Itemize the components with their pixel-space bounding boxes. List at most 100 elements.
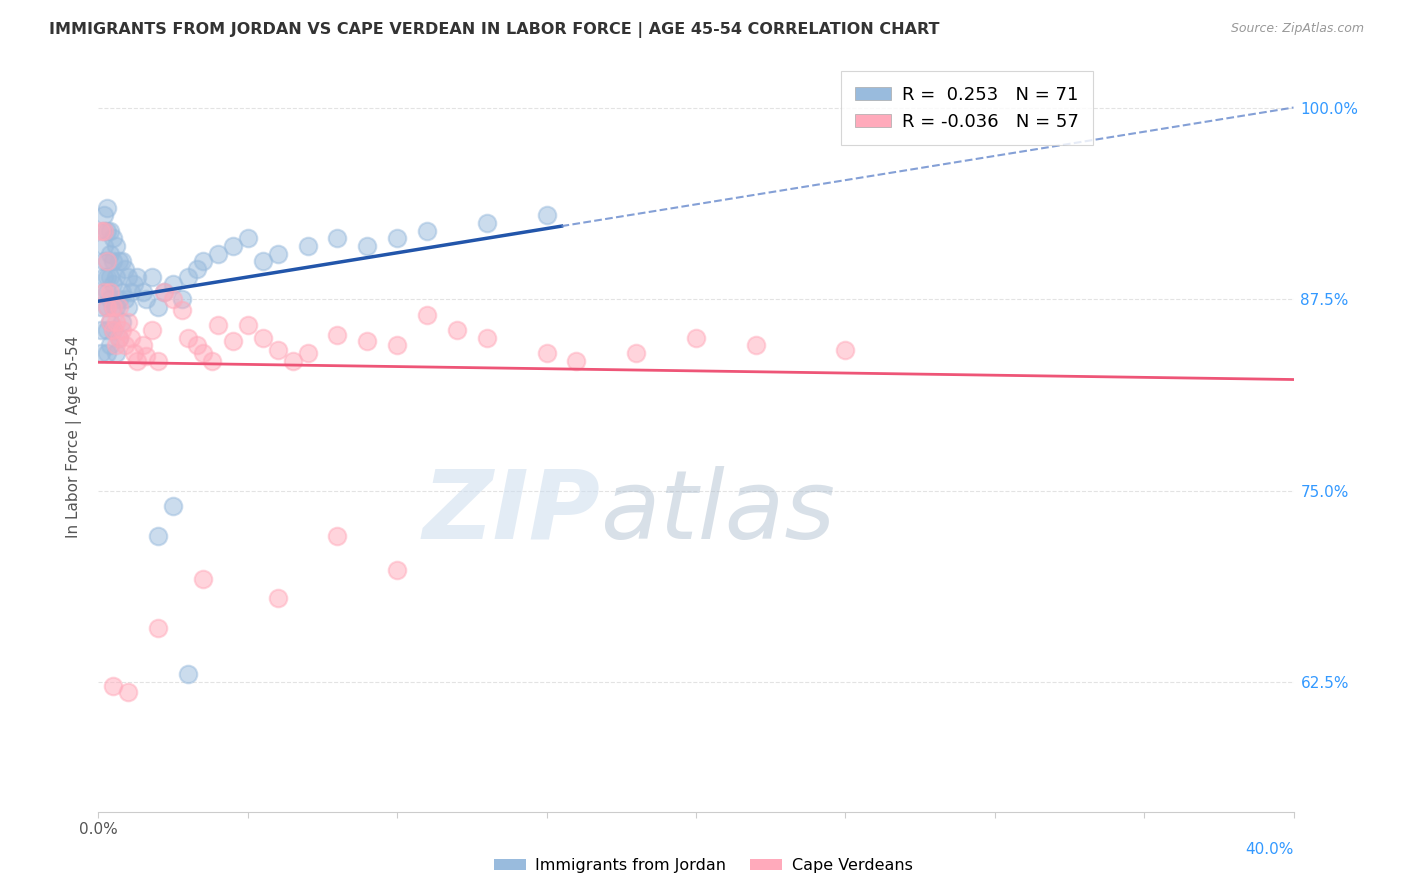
Point [93,208,115,222]
Point [96,201,118,215]
Text: Source: ZipAtlas.com: Source: ZipAtlas.com [1230,22,1364,36]
Point [186,261,208,276]
Point [536,346,558,360]
Point [148,529,170,543]
Point [108,331,131,345]
Point [565,353,588,368]
Point [96,254,118,268]
Legend: Immigrants from Jordan, Cape Verdeans: Immigrants from Jordan, Cape Verdeans [486,852,920,880]
Point [96,285,118,299]
Point [135,349,157,363]
Point [222,334,245,348]
Point [267,591,290,605]
Point [385,231,409,245]
Point [162,277,184,292]
Point [153,285,176,299]
Point [267,246,290,260]
Point [96,300,118,314]
Text: ZIP: ZIP [422,466,600,558]
Point [356,334,378,348]
Point [475,331,498,345]
Text: atlas: atlas [600,466,835,558]
Point [267,343,290,357]
Point [93,224,115,238]
Point [114,293,136,307]
Point [93,269,115,284]
Point [536,208,558,222]
Point [103,323,125,337]
Point [90,300,112,314]
Point [177,331,200,345]
Point [98,285,122,299]
Point [685,331,707,345]
Point [96,346,118,360]
Point [172,293,194,307]
Point [108,300,131,314]
Point [297,346,319,360]
Point [186,338,208,352]
Point [93,285,115,299]
Point [96,254,118,268]
Point [120,331,142,345]
Point [117,685,139,699]
Point [111,285,134,299]
Point [416,224,439,238]
Point [108,331,131,345]
Point [96,300,118,314]
Point [834,343,856,357]
Point [114,261,136,276]
Point [108,293,131,307]
Point [108,254,131,268]
Point [162,293,184,307]
Point [98,269,122,284]
Point [236,318,259,333]
Point [148,353,170,368]
Point [172,303,194,318]
Point [117,269,139,284]
Point [127,353,149,368]
Point [162,499,184,513]
Point [252,254,274,268]
Point [385,563,409,577]
Point [177,667,200,681]
Point [96,269,118,284]
Point [297,239,319,253]
Text: IMMIGRANTS FROM JORDAN VS CAPE VERDEAN IN LABOR FORCE | AGE 45-54 CORRELATION CH: IMMIGRANTS FROM JORDAN VS CAPE VERDEAN I… [49,22,939,38]
Point [446,323,468,337]
Point [93,224,115,238]
Point [111,323,134,337]
Point [98,246,122,260]
Point [135,293,157,307]
Point [127,269,149,284]
Point [326,327,349,342]
Point [98,224,122,238]
Point [132,338,155,352]
Point [105,300,128,314]
Point [281,353,304,368]
Point [93,254,115,268]
Point [356,239,378,253]
Point [111,254,134,268]
Text: 40.0%: 40.0% [1246,842,1294,857]
Point [96,224,118,238]
Point [98,315,122,329]
Point [416,308,439,322]
Point [103,277,125,292]
Point [207,246,229,260]
Point [141,269,163,284]
Point [222,239,245,253]
Point [326,529,349,543]
Point [103,300,125,314]
Point [120,285,142,299]
Point [124,277,146,292]
Point [103,254,125,268]
Point [207,318,229,333]
Point [326,231,349,245]
Point [103,323,125,337]
Point [191,346,214,360]
Point [114,338,136,352]
Point [153,285,176,299]
Point [191,254,214,268]
Point [90,346,112,360]
Point [385,338,409,352]
